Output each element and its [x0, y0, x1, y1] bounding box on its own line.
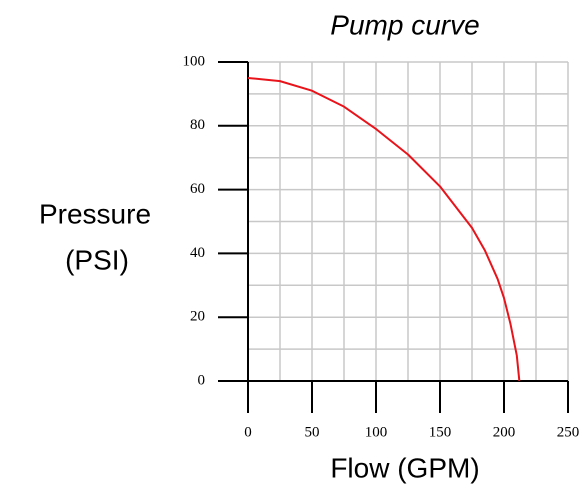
x-tick-label: 200 [493, 424, 516, 440]
y-tick-label: 40 [190, 245, 205, 261]
y-axis-label: Pressure [39, 198, 151, 229]
curve [247, 76, 521, 382]
chart-title: Pump curve [330, 9, 479, 40]
x-tick-label: 0 [244, 424, 252, 440]
x-tick-label: 100 [365, 424, 388, 440]
x-axis-label: Flow (GPM) [330, 452, 479, 483]
y-axis-label: (PSI) [65, 244, 129, 275]
y-tick-label: 0 [198, 372, 206, 388]
x-tick-label: 150 [429, 424, 452, 440]
x-tick-label: 50 [305, 424, 320, 440]
y-tick-label: 80 [190, 117, 205, 133]
y-tick-label: 60 [190, 181, 205, 197]
y-tick-label: 20 [190, 309, 205, 325]
x-tick-label: 250 [557, 424, 580, 440]
y-tick-label: 100 [183, 53, 206, 69]
